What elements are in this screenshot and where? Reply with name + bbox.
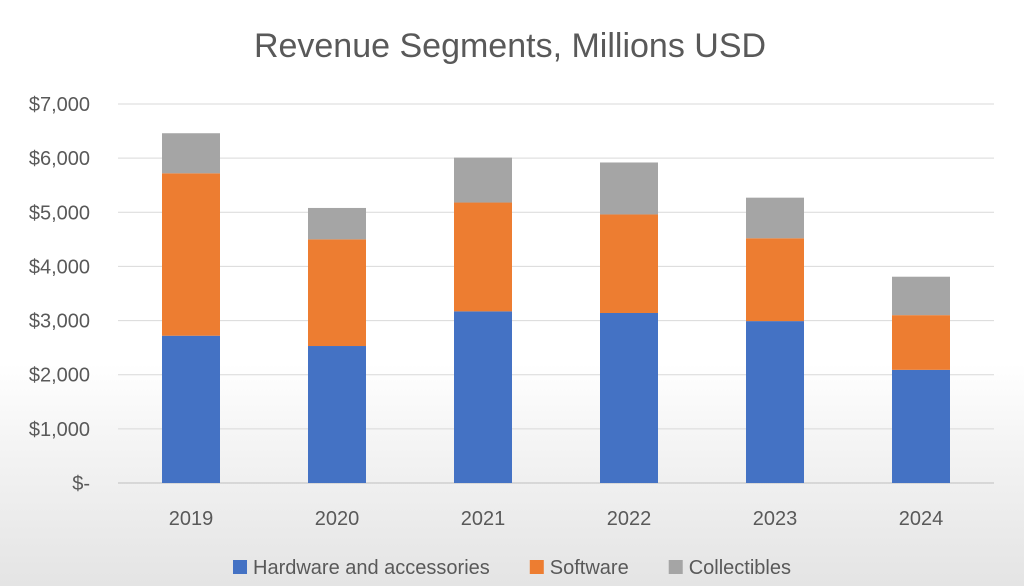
bar-segment-hardware-and-accessories-2022 <box>600 312 658 483</box>
bar-segment-hardware-and-accessories-2024 <box>892 369 950 483</box>
bar-segment-collectibles-2023 <box>746 197 804 239</box>
bars <box>162 133 950 483</box>
x-axis-tick-labels: 2019 2020 2021 2022 2023 2024 <box>169 508 944 530</box>
legend-item: Software <box>529 557 629 579</box>
bar-stack-2020 <box>308 207 366 483</box>
x-tick-label: 2023 <box>753 508 798 530</box>
gridlines <box>118 103 994 484</box>
y-tick-label: $1,000 <box>29 419 90 441</box>
bar-segment-collectibles-2020 <box>308 207 366 240</box>
bar-segment-software-2024 <box>892 315 950 370</box>
bar-segment-collectibles-2022 <box>600 162 658 215</box>
y-tick-label: $4,000 <box>29 256 90 278</box>
bar-segment-software-2020 <box>308 239 366 347</box>
bar-stack-2022 <box>600 162 658 483</box>
bar-segment-software-2019 <box>162 173 220 336</box>
bar-segment-collectibles-2024 <box>892 276 950 316</box>
y-tick-label: $2,000 <box>29 365 90 387</box>
legend-swatch <box>668 560 683 574</box>
bar-segment-software-2022 <box>600 214 658 313</box>
bar-stack-2021 <box>454 157 512 483</box>
legend-item: Hardware and accessories <box>233 557 490 579</box>
legend-label: Collectibles <box>689 557 791 579</box>
y-axis-tick-labels: $- $1,000 $2,000 $3,000 $4,000 $5,000 $6,000 $7… <box>29 94 90 495</box>
legend-swatch <box>233 560 248 574</box>
bar-segment-hardware-and-accessories-2023 <box>746 321 804 483</box>
bar-segment-hardware-and-accessories-2021 <box>454 311 512 483</box>
x-tick-label: 2020 <box>315 508 360 530</box>
y-tick-label: $7,000 <box>29 94 90 116</box>
bar-stack-2019 <box>162 133 220 483</box>
y-tick-label: $5,000 <box>29 202 90 224</box>
legend-label: Hardware and accessories <box>253 557 490 579</box>
bar-segment-software-2023 <box>746 238 804 322</box>
x-tick-label: 2022 <box>607 508 652 530</box>
bar-segment-collectibles-2019 <box>162 133 220 174</box>
bar-stack-2024 <box>892 276 950 483</box>
y-tick-label: $3,000 <box>29 311 90 333</box>
y-tick-label: $6,000 <box>29 148 90 170</box>
x-tick-label: 2019 <box>169 508 214 530</box>
legend: Hardware and accessories Software Collecti… <box>233 557 791 579</box>
x-tick-label: 2021 <box>461 508 506 530</box>
chart-title: Revenue Segments, Millions USD <box>254 27 766 65</box>
bar-segment-collectibles-2021 <box>454 157 512 203</box>
bar-segment-hardware-and-accessories-2020 <box>308 346 366 483</box>
legend-label: Software <box>550 557 629 579</box>
y-tick-label: $- <box>72 473 90 495</box>
legend-swatch <box>529 560 544 574</box>
bar-stack-2023 <box>746 197 804 483</box>
x-tick-label: 2024 <box>899 508 944 530</box>
bar-segment-hardware-and-accessories-2019 <box>162 335 220 483</box>
bar-segment-software-2021 <box>454 202 512 312</box>
legend-item: Collectibles <box>668 557 791 579</box>
